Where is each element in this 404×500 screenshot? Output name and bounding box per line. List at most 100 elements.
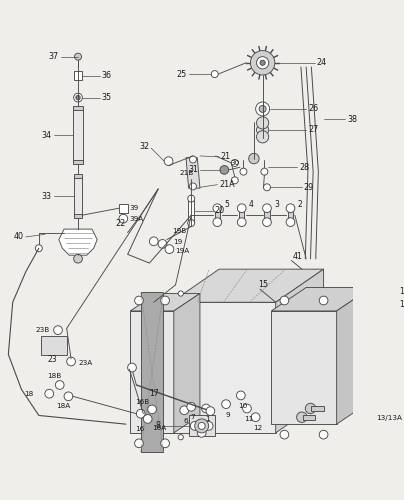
Text: 34: 34 bbox=[42, 130, 52, 140]
Circle shape bbox=[149, 237, 158, 246]
Text: 7: 7 bbox=[191, 414, 195, 420]
Text: 16B: 16B bbox=[135, 398, 150, 404]
Bar bbox=[189, 416, 215, 436]
Polygon shape bbox=[130, 294, 200, 311]
Circle shape bbox=[128, 363, 137, 372]
Text: 25: 25 bbox=[177, 70, 187, 78]
Polygon shape bbox=[171, 269, 324, 302]
Bar bbox=[311, 406, 324, 411]
Text: 24: 24 bbox=[317, 58, 327, 68]
Circle shape bbox=[143, 414, 152, 424]
Circle shape bbox=[297, 412, 307, 422]
Circle shape bbox=[158, 240, 167, 248]
Text: 4: 4 bbox=[249, 200, 254, 209]
Text: 8: 8 bbox=[156, 422, 161, 430]
Circle shape bbox=[188, 195, 195, 202]
Bar bbox=[74, 214, 82, 218]
Circle shape bbox=[257, 56, 269, 69]
Circle shape bbox=[189, 156, 196, 163]
Circle shape bbox=[197, 428, 206, 437]
Bar bbox=[288, 208, 293, 222]
Text: 13/13A: 13/13A bbox=[376, 415, 402, 421]
Circle shape bbox=[286, 204, 295, 212]
Text: 16A: 16A bbox=[152, 424, 166, 430]
Text: 33: 33 bbox=[42, 192, 52, 200]
Text: 39A: 39A bbox=[129, 216, 144, 222]
Circle shape bbox=[259, 106, 266, 112]
Text: 18: 18 bbox=[24, 390, 34, 396]
Text: 11: 11 bbox=[244, 416, 253, 422]
Circle shape bbox=[161, 439, 169, 448]
Text: 20: 20 bbox=[215, 206, 225, 216]
Polygon shape bbox=[174, 294, 200, 433]
Circle shape bbox=[198, 422, 205, 430]
Text: 21: 21 bbox=[221, 152, 231, 162]
Text: 1: 1 bbox=[206, 416, 210, 422]
Circle shape bbox=[261, 168, 268, 175]
Text: 2: 2 bbox=[297, 200, 302, 209]
Bar bbox=[74, 72, 82, 80]
Circle shape bbox=[45, 390, 54, 398]
Circle shape bbox=[231, 177, 238, 184]
Text: 40: 40 bbox=[14, 232, 24, 241]
Bar bbox=[215, 208, 220, 222]
Circle shape bbox=[165, 245, 174, 254]
Bar bbox=[73, 108, 83, 162]
Circle shape bbox=[54, 326, 62, 334]
Text: 39: 39 bbox=[129, 205, 139, 211]
Circle shape bbox=[263, 218, 271, 226]
Text: 5: 5 bbox=[224, 200, 229, 209]
Circle shape bbox=[74, 53, 82, 60]
Circle shape bbox=[67, 357, 76, 366]
Circle shape bbox=[161, 296, 169, 305]
Circle shape bbox=[251, 413, 260, 422]
Circle shape bbox=[55, 380, 64, 390]
Circle shape bbox=[74, 94, 82, 102]
Text: 22: 22 bbox=[116, 220, 126, 228]
Circle shape bbox=[236, 391, 245, 400]
Circle shape bbox=[137, 410, 145, 418]
Bar bbox=[73, 160, 83, 164]
Circle shape bbox=[188, 220, 195, 226]
Polygon shape bbox=[186, 158, 200, 188]
Text: 9: 9 bbox=[225, 412, 230, 418]
Text: 23: 23 bbox=[47, 355, 57, 364]
Circle shape bbox=[220, 166, 229, 174]
Circle shape bbox=[74, 254, 82, 263]
Text: 37: 37 bbox=[49, 52, 59, 61]
Polygon shape bbox=[271, 288, 371, 311]
Circle shape bbox=[231, 160, 238, 166]
Circle shape bbox=[238, 218, 246, 226]
Polygon shape bbox=[59, 229, 97, 255]
Circle shape bbox=[213, 218, 222, 226]
Bar bbox=[303, 414, 315, 420]
Polygon shape bbox=[276, 269, 324, 433]
Circle shape bbox=[280, 296, 289, 305]
Circle shape bbox=[256, 102, 269, 116]
Circle shape bbox=[238, 204, 246, 212]
Polygon shape bbox=[141, 292, 163, 452]
Text: 32: 32 bbox=[139, 142, 149, 151]
Text: 23B: 23B bbox=[35, 327, 49, 333]
Text: 23A: 23A bbox=[78, 360, 92, 366]
Text: 21B: 21B bbox=[180, 170, 194, 176]
Bar bbox=[239, 208, 244, 222]
Circle shape bbox=[190, 422, 199, 430]
Text: 17: 17 bbox=[149, 389, 159, 398]
Circle shape bbox=[164, 157, 173, 166]
Circle shape bbox=[242, 404, 251, 413]
Polygon shape bbox=[337, 288, 371, 424]
Circle shape bbox=[286, 218, 295, 226]
Text: 15: 15 bbox=[258, 280, 268, 289]
Circle shape bbox=[180, 406, 189, 414]
Text: 12: 12 bbox=[253, 424, 262, 430]
Polygon shape bbox=[370, 292, 398, 397]
Text: 19A: 19A bbox=[175, 248, 189, 254]
Circle shape bbox=[178, 434, 183, 440]
Circle shape bbox=[280, 430, 289, 439]
Text: 10: 10 bbox=[238, 403, 247, 409]
Circle shape bbox=[257, 124, 269, 136]
Circle shape bbox=[135, 439, 143, 448]
Text: 27: 27 bbox=[308, 126, 318, 134]
Circle shape bbox=[213, 204, 222, 212]
